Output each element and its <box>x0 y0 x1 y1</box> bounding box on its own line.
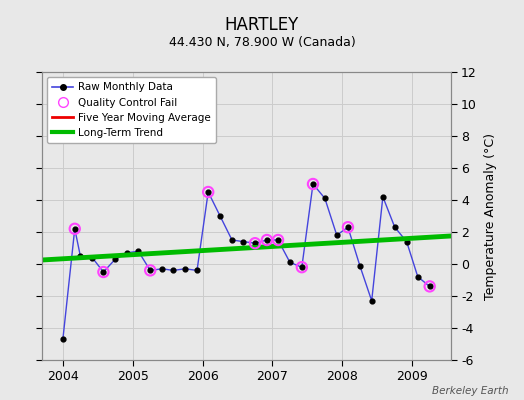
Point <box>425 283 434 290</box>
Point <box>204 189 212 195</box>
Text: Berkeley Earth: Berkeley Earth <box>432 386 508 396</box>
Text: HARTLEY: HARTLEY <box>225 16 299 34</box>
Point <box>251 240 259 246</box>
Point <box>263 237 271 243</box>
Point <box>123 250 132 256</box>
Point <box>216 213 224 219</box>
Point <box>146 267 155 274</box>
Point <box>193 267 201 274</box>
Legend: Raw Monthly Data, Quality Control Fail, Five Year Moving Average, Long-Term Tren: Raw Monthly Data, Quality Control Fail, … <box>47 77 216 143</box>
Point <box>344 224 352 230</box>
Point <box>158 266 166 272</box>
Point <box>367 298 376 304</box>
Point <box>239 238 247 245</box>
Point <box>286 259 294 266</box>
Point <box>333 232 341 238</box>
Point <box>134 248 143 254</box>
Point <box>251 240 259 246</box>
Point <box>99 269 107 275</box>
Point <box>274 237 282 243</box>
Point <box>390 224 399 230</box>
Text: 44.430 N, 78.900 W (Canada): 44.430 N, 78.900 W (Canada) <box>169 36 355 49</box>
Point <box>309 181 317 187</box>
Point <box>309 181 317 187</box>
Point <box>321 195 329 202</box>
Point <box>99 269 107 275</box>
Point <box>228 237 236 243</box>
Point <box>298 264 306 270</box>
Point <box>402 238 411 245</box>
Point <box>298 264 306 270</box>
Point <box>71 226 79 232</box>
Point <box>76 253 84 259</box>
Point <box>263 237 271 243</box>
Point <box>344 224 352 230</box>
Point <box>379 194 387 200</box>
Point <box>59 336 67 342</box>
Point <box>71 226 79 232</box>
Point <box>274 237 282 243</box>
Y-axis label: Temperature Anomaly (°C): Temperature Anomaly (°C) <box>484 132 497 300</box>
Point <box>111 256 119 262</box>
Point <box>169 267 178 274</box>
Point <box>88 254 96 261</box>
Point <box>204 189 212 195</box>
Point <box>181 266 189 272</box>
Point <box>146 267 155 274</box>
Point <box>356 262 364 269</box>
Point <box>413 274 422 280</box>
Point <box>425 283 434 290</box>
